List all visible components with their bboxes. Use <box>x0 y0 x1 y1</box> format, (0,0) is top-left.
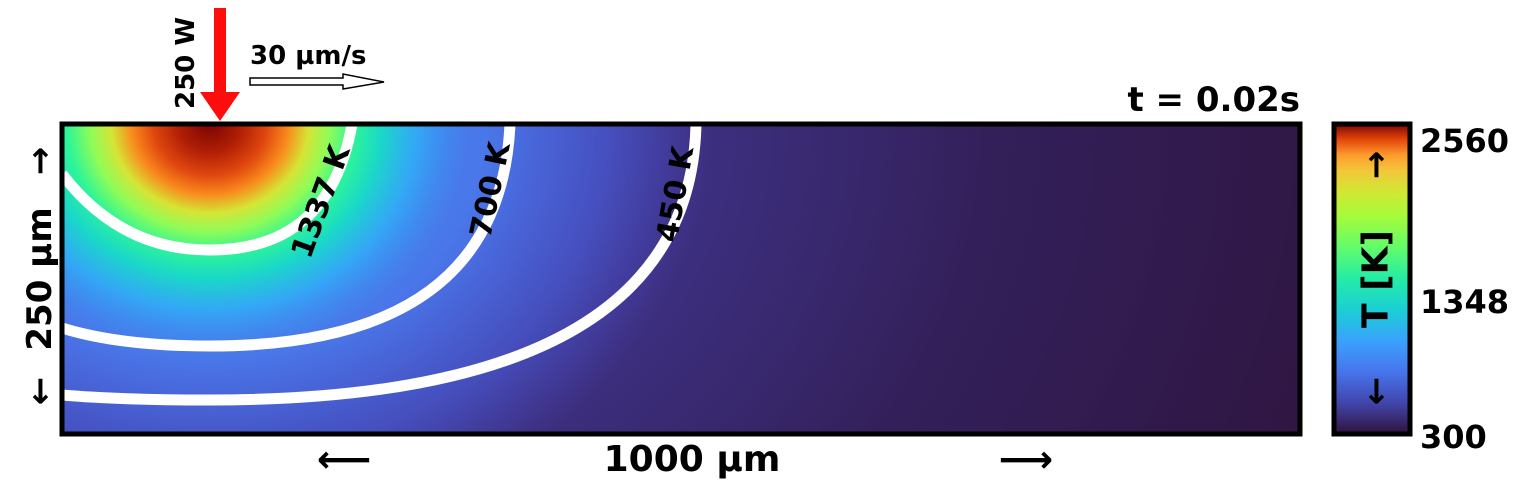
laser-arrow <box>200 8 240 121</box>
colorbar-tick-min: 300 <box>1420 418 1487 456</box>
isotherm-line-700 <box>62 124 516 352</box>
scan-speed-label: 30 µm/s <box>250 41 366 71</box>
isotherm-line-1337 <box>62 124 358 256</box>
colorbar-tick-mid: 1348 <box>1420 283 1509 321</box>
height-down-arrow: ← <box>20 377 60 406</box>
scan-direction-arrow <box>249 73 385 90</box>
colorbar-down-arrow: ← <box>1356 377 1396 406</box>
height-label: 250 µm <box>20 207 60 350</box>
time-label: t = 0.02s <box>1127 80 1300 120</box>
height-dimension: ← 250 µm → <box>20 147 60 406</box>
laser-power-label: 250 W <box>171 17 201 109</box>
plot-frame <box>59 121 1303 437</box>
isotherm-line-450 <box>62 124 702 406</box>
width-right-arrow: ⟶ <box>999 437 1053 481</box>
colorbar-up-arrow: → <box>1356 151 1396 180</box>
width-label: 1000 µm <box>604 439 781 480</box>
width-left-arrow: ⟵ <box>317 437 371 481</box>
height-up-arrow: → <box>20 147 60 176</box>
colorbar-tick-max: 2560 <box>1420 122 1509 160</box>
colorbar <box>1331 121 1413 437</box>
temperature-field <box>62 124 1300 434</box>
colorbar-title: T [K] <box>1356 230 1397 328</box>
colorbar-title-group: ← T [K] → <box>1356 151 1397 406</box>
